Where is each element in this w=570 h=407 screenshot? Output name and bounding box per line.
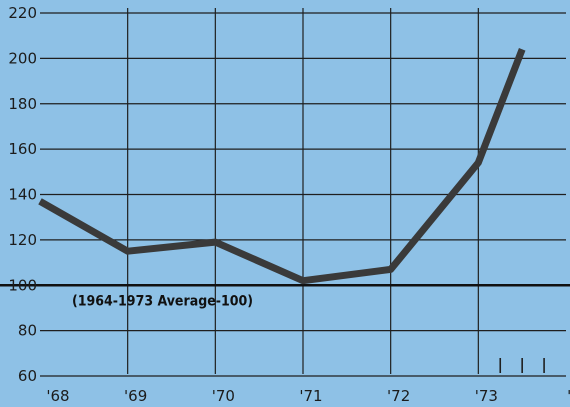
x-tick-label-0: '68	[46, 387, 69, 405]
y-tick-label-220: 220	[8, 4, 37, 22]
x-tick-label-6: '7	[567, 387, 570, 405]
y-tick-label-100: 100	[8, 276, 37, 294]
series-group	[38, 48, 526, 285]
y-tick-label-80: 80	[18, 322, 37, 340]
y-tick-label-200: 200	[8, 49, 37, 67]
gridlines	[40, 8, 566, 377]
y-tick-label-60: 60	[18, 367, 37, 385]
series-line-0	[38, 48, 526, 285]
y-tick-label-160: 160	[8, 140, 37, 158]
reference-line-group: (1964-1973 Average-100)	[0, 283, 570, 309]
x-tick-label-2: '70	[212, 387, 235, 405]
x-tick-label-5: '73	[475, 387, 498, 405]
minor-ticks	[499, 358, 545, 373]
x-tick-label-3: '71	[299, 387, 322, 405]
x-tick-label-4: '72	[387, 387, 410, 405]
y-tick-label-140: 140	[8, 186, 37, 204]
y-tick-label-180: 180	[8, 95, 37, 113]
reference-line-label: (1964-1973 Average-100)	[72, 293, 253, 309]
x-tick-labels: '68 '69 '70 '71 '72 '73 '7	[46, 387, 570, 405]
y-tick-label-120: 120	[8, 231, 37, 249]
y-tick-labels: 60 80 100 120 140 160 180 200 220	[8, 4, 37, 385]
x-tick-label-1: '69	[124, 387, 147, 405]
